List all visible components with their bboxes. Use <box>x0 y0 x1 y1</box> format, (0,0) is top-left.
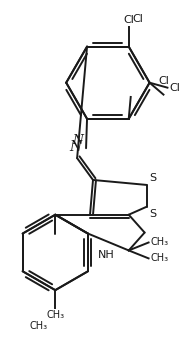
Text: CH₃: CH₃ <box>150 238 169 247</box>
Text: Cl: Cl <box>158 76 169 86</box>
Text: Cl: Cl <box>132 14 143 24</box>
Text: CH₃: CH₃ <box>46 310 64 320</box>
Text: CH₃: CH₃ <box>150 253 169 263</box>
Text: Cl: Cl <box>123 15 134 25</box>
Text: CH₃: CH₃ <box>29 321 47 331</box>
Text: S: S <box>150 173 157 183</box>
Text: S: S <box>150 209 157 219</box>
Text: N: N <box>73 134 84 147</box>
Text: Cl: Cl <box>169 83 180 93</box>
Text: N: N <box>69 140 81 154</box>
Text: NH: NH <box>98 250 115 260</box>
